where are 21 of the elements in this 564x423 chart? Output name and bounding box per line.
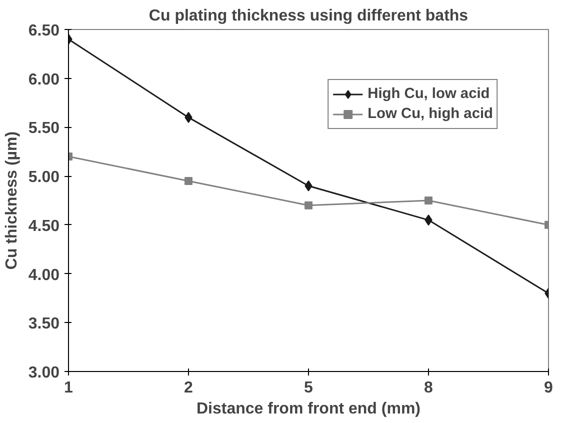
x-tick-label: 5	[304, 380, 314, 396]
point	[184, 176, 192, 185]
x-tick-label: 9	[544, 380, 554, 396]
chart-title: Cu plating thickness using different baths	[148, 8, 468, 24]
legend-label: High Cu, low acid	[368, 86, 490, 102]
legend-label: Low Cu, high acid	[368, 106, 493, 122]
point	[304, 201, 312, 210]
y-tick-label: 6.50	[28, 22, 60, 40]
x-tick-label: 2	[184, 380, 194, 396]
y-tick-label: 5.00	[28, 169, 60, 186]
y-axis-title: Cu thickness (µm)	[3, 131, 20, 270]
y-tick-label: 6.00	[28, 71, 60, 88]
x-axis-title: Distance from front end (mm)	[196, 400, 421, 418]
y-tick-label: 3.50	[28, 316, 60, 333]
y-tick-label: 5.50	[28, 120, 60, 138]
y-tick-label: 3.00	[28, 364, 60, 382]
y-tick-label: 4.50	[28, 218, 60, 235]
y-tick-label: 4.00	[28, 266, 60, 284]
x-tick-label: 1	[64, 380, 74, 396]
point	[424, 196, 432, 204]
x-tick-label: 8	[424, 380, 434, 396]
